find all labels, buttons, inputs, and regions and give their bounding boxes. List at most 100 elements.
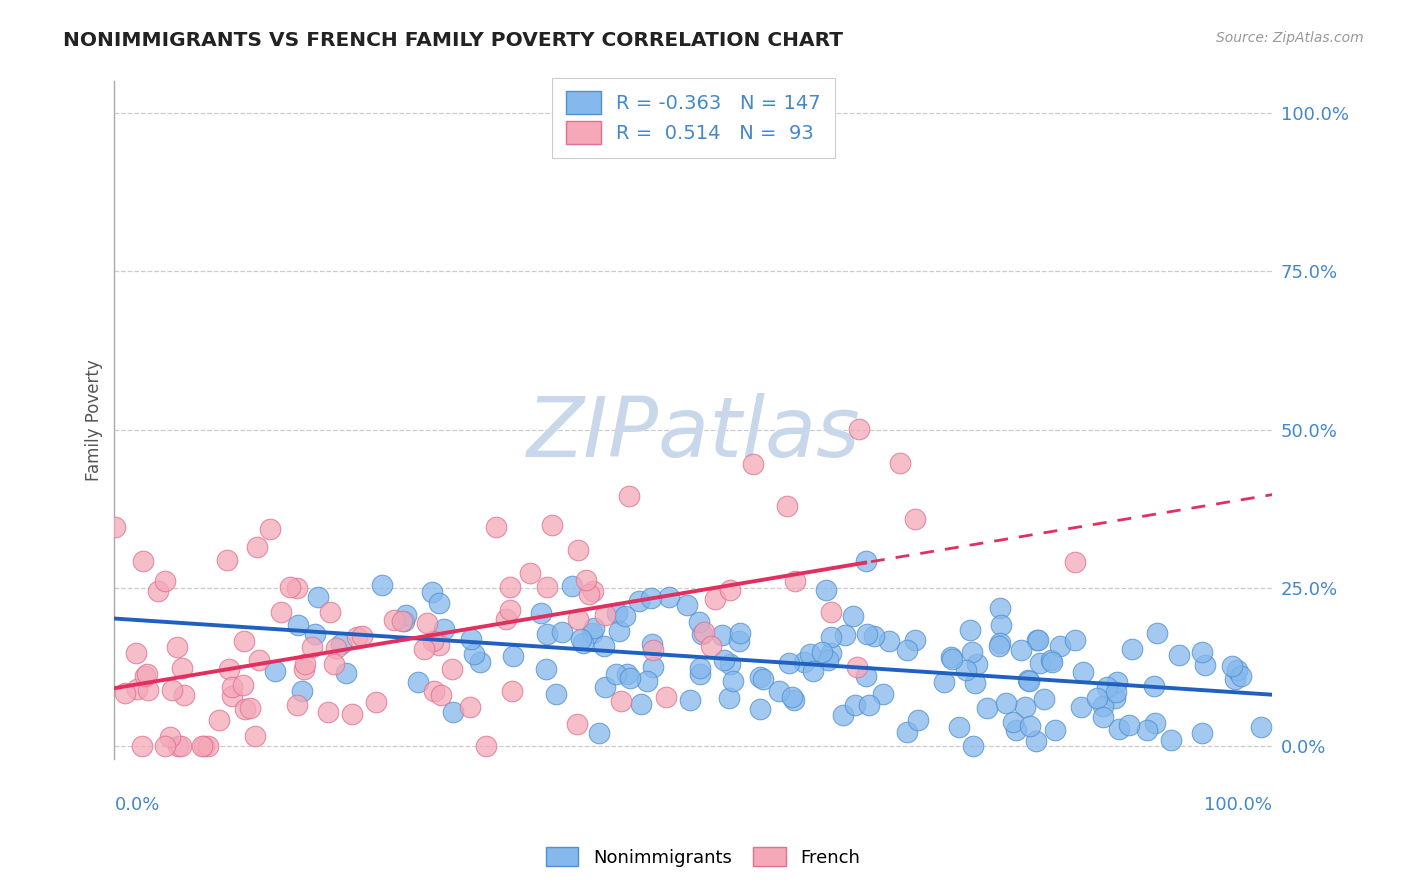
Point xyxy=(855,553,877,567)
Point xyxy=(1018,673,1040,688)
Point xyxy=(688,615,710,630)
Point xyxy=(391,614,413,628)
Point xyxy=(728,625,751,640)
Point xyxy=(416,616,439,631)
Point xyxy=(193,739,215,753)
Point xyxy=(718,582,741,597)
Point xyxy=(976,701,998,715)
Point xyxy=(1194,658,1216,673)
Point xyxy=(959,623,981,637)
Point xyxy=(990,601,1012,615)
Point xyxy=(440,662,463,676)
Point xyxy=(215,552,238,566)
Point xyxy=(742,457,765,471)
Point xyxy=(155,739,177,753)
Point xyxy=(693,624,716,639)
Point xyxy=(960,645,983,659)
Point xyxy=(475,739,498,753)
Point xyxy=(1004,723,1026,737)
Point xyxy=(1063,632,1085,647)
Point xyxy=(578,587,600,601)
Point xyxy=(700,640,723,654)
Point xyxy=(690,627,713,641)
Point xyxy=(593,680,616,694)
Point xyxy=(815,583,838,598)
Point xyxy=(1250,720,1272,734)
Text: Source: ZipAtlas.com: Source: ZipAtlas.com xyxy=(1216,31,1364,45)
Point xyxy=(820,630,842,644)
Point xyxy=(1191,726,1213,740)
Point xyxy=(955,663,977,677)
Point xyxy=(364,695,387,709)
Point xyxy=(889,456,911,470)
Point xyxy=(495,612,517,626)
Point xyxy=(676,598,699,612)
Point xyxy=(285,698,308,712)
Point xyxy=(1226,663,1249,677)
Point xyxy=(1118,718,1140,732)
Point xyxy=(1160,733,1182,747)
Point xyxy=(965,675,987,690)
Point xyxy=(1091,710,1114,724)
Point xyxy=(1014,699,1036,714)
Point xyxy=(132,554,155,568)
Point xyxy=(630,697,652,711)
Y-axis label: Family Poverty: Family Poverty xyxy=(86,359,103,481)
Point xyxy=(592,639,614,653)
Point xyxy=(1043,723,1066,737)
Point xyxy=(460,632,482,646)
Point xyxy=(1010,643,1032,657)
Point xyxy=(159,730,181,744)
Legend: R = -0.363   N = 147, R =  0.514   N =  93: R = -0.363 N = 147, R = 0.514 N = 93 xyxy=(553,78,835,158)
Point xyxy=(329,637,352,651)
Point xyxy=(575,573,598,587)
Point xyxy=(319,605,342,619)
Point xyxy=(1026,633,1049,648)
Point xyxy=(1108,722,1130,736)
Point xyxy=(1168,648,1191,662)
Point xyxy=(658,590,681,604)
Point xyxy=(834,628,856,642)
Point xyxy=(641,637,664,651)
Point xyxy=(170,661,193,675)
Point xyxy=(423,684,446,698)
Point xyxy=(616,666,638,681)
Point xyxy=(218,662,240,676)
Point xyxy=(962,739,984,753)
Point xyxy=(567,612,589,626)
Point xyxy=(848,422,870,436)
Point xyxy=(582,583,605,598)
Point xyxy=(499,580,522,594)
Point xyxy=(270,605,292,619)
Text: ZIPatlas: ZIPatlas xyxy=(527,393,860,475)
Point xyxy=(571,635,593,649)
Point xyxy=(748,670,770,684)
Point xyxy=(718,657,741,671)
Point xyxy=(285,581,308,595)
Legend: Nonimmigrants, French: Nonimmigrants, French xyxy=(538,840,868,874)
Point xyxy=(166,640,188,654)
Point xyxy=(551,624,574,639)
Point xyxy=(1121,641,1143,656)
Point xyxy=(727,633,749,648)
Point xyxy=(146,583,169,598)
Point xyxy=(1029,657,1052,671)
Point xyxy=(323,657,346,672)
Point xyxy=(593,608,616,623)
Point xyxy=(896,642,918,657)
Point xyxy=(820,605,842,619)
Point xyxy=(233,702,256,716)
Point xyxy=(221,689,243,703)
Point xyxy=(775,499,797,513)
Point xyxy=(422,634,444,648)
Point xyxy=(153,574,176,589)
Point xyxy=(1220,659,1243,673)
Point xyxy=(752,672,775,686)
Point xyxy=(394,615,416,629)
Point xyxy=(340,706,363,721)
Point xyxy=(325,640,347,655)
Point xyxy=(1105,675,1128,690)
Point xyxy=(713,653,735,667)
Point xyxy=(988,635,1011,649)
Point xyxy=(619,672,641,686)
